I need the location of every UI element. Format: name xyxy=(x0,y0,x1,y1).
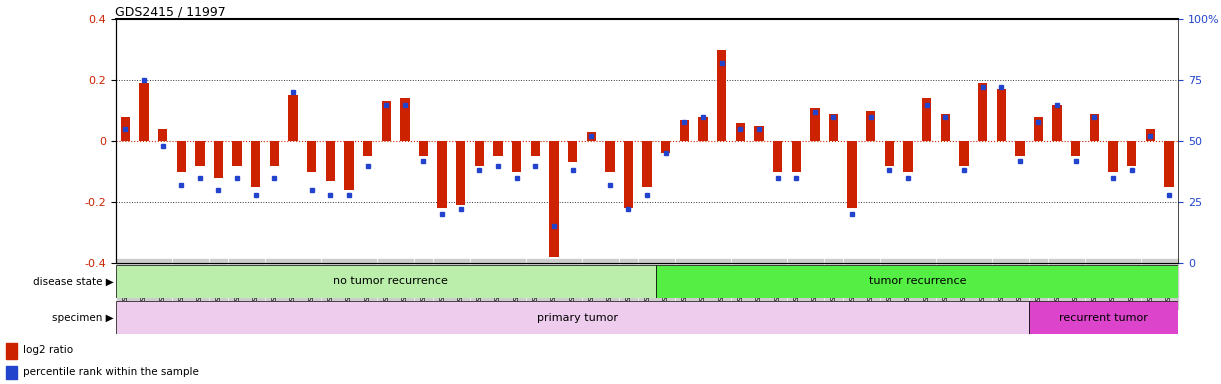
Text: percentile rank within the sample: percentile rank within the sample xyxy=(23,367,199,377)
Bar xyxy=(568,141,578,162)
Bar xyxy=(773,141,783,172)
Bar xyxy=(717,50,726,141)
Bar xyxy=(531,141,540,156)
Bar xyxy=(6,343,17,359)
Bar xyxy=(847,141,857,208)
Bar xyxy=(437,141,447,208)
Bar xyxy=(158,129,167,141)
FancyBboxPatch shape xyxy=(657,265,1178,298)
Bar xyxy=(1109,141,1117,172)
Bar xyxy=(381,101,391,141)
Bar xyxy=(475,141,484,166)
Bar xyxy=(904,141,912,172)
Bar xyxy=(549,141,558,257)
Bar xyxy=(1034,117,1043,141)
Text: GDS2415 / 11997: GDS2415 / 11997 xyxy=(115,5,226,18)
Bar xyxy=(419,141,429,156)
Bar xyxy=(866,111,875,141)
Text: recurrent tumor: recurrent tumor xyxy=(1060,313,1148,323)
Bar xyxy=(121,117,129,141)
Bar xyxy=(344,141,354,190)
Bar xyxy=(680,120,689,141)
FancyBboxPatch shape xyxy=(116,265,657,298)
Bar xyxy=(922,98,932,141)
Text: no tumor recurrence: no tumor recurrence xyxy=(333,276,448,286)
Bar xyxy=(232,141,242,166)
Bar xyxy=(1089,114,1099,141)
FancyBboxPatch shape xyxy=(116,301,1029,334)
Bar xyxy=(1053,104,1062,141)
Text: primary tumor: primary tumor xyxy=(537,313,618,323)
Bar xyxy=(996,89,1006,141)
Bar xyxy=(252,141,260,187)
Bar xyxy=(457,141,465,205)
Bar xyxy=(885,141,894,166)
Bar xyxy=(6,366,17,379)
Bar xyxy=(195,141,205,166)
Bar xyxy=(829,114,838,141)
Bar xyxy=(642,141,652,187)
Text: disease state ▶: disease state ▶ xyxy=(33,276,114,286)
Bar xyxy=(811,108,819,141)
Bar xyxy=(326,141,335,181)
Bar xyxy=(735,123,745,141)
Bar xyxy=(1127,141,1137,166)
Bar xyxy=(400,98,409,141)
Bar xyxy=(586,132,596,141)
Bar xyxy=(512,141,521,172)
Bar xyxy=(493,141,503,156)
Bar xyxy=(1015,141,1024,156)
Bar xyxy=(1145,129,1155,141)
Bar xyxy=(306,141,316,172)
Bar xyxy=(661,141,670,153)
Bar xyxy=(1165,141,1173,187)
Bar xyxy=(177,141,186,172)
Bar xyxy=(755,126,763,141)
Bar xyxy=(624,141,634,208)
Bar xyxy=(270,141,280,166)
Bar xyxy=(139,83,149,141)
Bar xyxy=(698,117,708,141)
Bar xyxy=(1071,141,1081,156)
Bar xyxy=(363,141,372,156)
Text: tumor recurrence: tumor recurrence xyxy=(868,276,966,286)
Text: specimen ▶: specimen ▶ xyxy=(53,313,114,323)
Bar xyxy=(940,114,950,141)
Bar xyxy=(288,95,298,141)
Bar xyxy=(978,83,988,141)
FancyBboxPatch shape xyxy=(1029,301,1178,334)
Bar xyxy=(960,141,968,166)
Text: log2 ratio: log2 ratio xyxy=(23,345,73,355)
Bar xyxy=(791,141,801,172)
Bar xyxy=(214,141,223,178)
Bar xyxy=(606,141,614,172)
